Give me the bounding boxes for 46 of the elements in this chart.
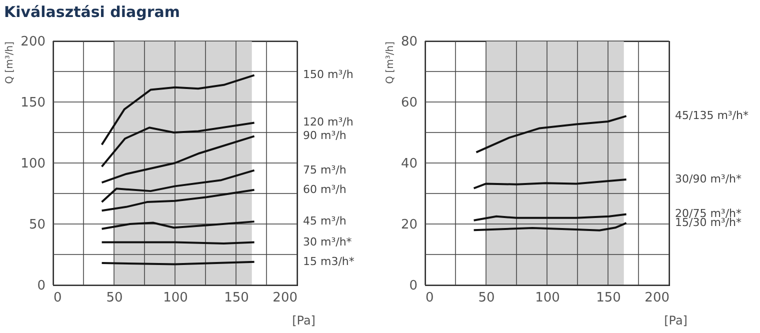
text: 30/90 m³/h* xyxy=(675,172,742,186)
text: 150 m³/h xyxy=(303,68,354,82)
text: 120 m³/h xyxy=(303,116,354,129)
text: 60 m³/h xyxy=(303,182,346,196)
line-series xyxy=(100,135,256,184)
y-tick-label: 0 xyxy=(37,278,46,294)
y-tick-label: 40 xyxy=(400,156,418,172)
line-series xyxy=(100,74,256,146)
line-series xyxy=(472,178,628,190)
x-axis-title: [Pa] xyxy=(664,314,688,328)
y-tick-label: 150 xyxy=(20,96,46,110)
line-series xyxy=(472,222,628,232)
y-tick-label: 200 xyxy=(20,34,46,50)
text: 45/135 m³/h* xyxy=(675,109,749,122)
x-tick-label: 0 xyxy=(426,290,434,306)
y-axis-title: Q [m³/h] xyxy=(384,41,396,84)
x-tick-label: 100 xyxy=(535,290,560,306)
line-series xyxy=(472,213,628,222)
y-axis-title: Q [m³/h] xyxy=(4,41,16,84)
x-tick-label: 200 xyxy=(272,290,298,306)
y-tick-label: 0 xyxy=(409,278,418,294)
x-axis-title: [Pa] xyxy=(292,314,316,328)
x-tick-label: 100 xyxy=(163,290,188,306)
text: 15 m3/h* xyxy=(303,254,355,268)
x-tick-label: 50 xyxy=(106,290,123,306)
text: 75 m³/h xyxy=(303,163,346,176)
chart-title: Kiválasztási diagram xyxy=(3,2,182,23)
text: 90 m³/h xyxy=(303,129,346,142)
x-tick-label: 150 xyxy=(224,290,249,306)
text: 15/30 m³/h* xyxy=(675,216,742,230)
text: 30 m³/h* xyxy=(303,235,352,248)
y-tick-label: 20 xyxy=(400,218,418,232)
y-tick-label: 60 xyxy=(400,96,418,110)
line-series xyxy=(100,220,256,230)
x-tick-label: 200 xyxy=(644,290,670,306)
x-tick-label: 50 xyxy=(478,290,495,306)
text: 45 m³/h xyxy=(303,214,346,228)
x-tick-label: 150 xyxy=(596,290,621,306)
y-tick-label: 50 xyxy=(28,218,46,232)
y-tick-label: 100 xyxy=(20,156,46,172)
line-series xyxy=(100,122,256,168)
y-tick-label: 80 xyxy=(400,34,418,50)
line-series xyxy=(100,188,256,212)
line-series xyxy=(475,115,628,154)
x-tick-label: 0 xyxy=(54,290,62,306)
line-series xyxy=(100,169,256,204)
